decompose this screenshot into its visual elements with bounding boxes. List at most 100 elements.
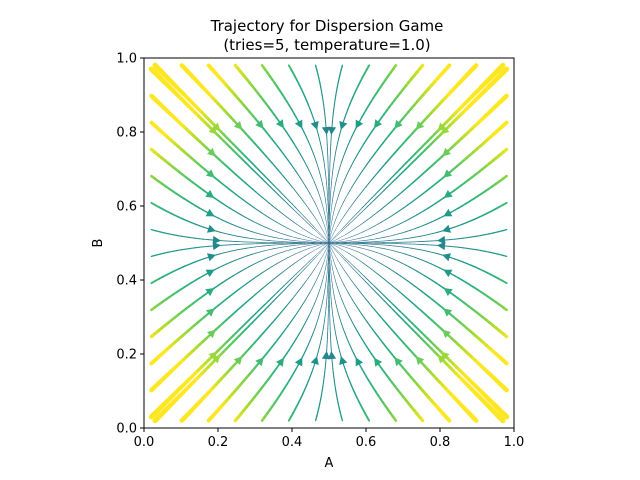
streamline-segment (290, 341, 295, 347)
streamline-segment (409, 228, 415, 231)
streamline-arrowhead (294, 357, 303, 367)
streamline-segment (255, 251, 261, 254)
streamline-segment (428, 232, 434, 235)
streamline-segment (321, 263, 324, 269)
streamline-segment (363, 317, 368, 323)
streamline-segment (358, 116, 363, 122)
streamline-segment (235, 288, 241, 293)
streamline-segment (317, 407, 320, 413)
streamline-segment (359, 222, 365, 226)
streamline-segment (335, 389, 338, 396)
streamline-segment (342, 240, 347, 242)
streamline-segment (351, 200, 356, 205)
streamline-segment (262, 284, 267, 289)
streamline-segment (411, 179, 417, 185)
streamline-segment (287, 160, 292, 165)
streamline-segment (172, 249, 178, 252)
streamline-segment (159, 252, 165, 255)
streamline-segment (241, 247, 248, 250)
streamline-segment (387, 325, 393, 331)
streamline-segment (357, 212, 362, 217)
streamline-segment (388, 268, 394, 272)
streamline-segment (434, 265, 440, 269)
streamline-segment (254, 171, 260, 177)
streamline-arrowhead (205, 269, 215, 278)
streamline-segment (374, 331, 379, 337)
streamline-segment (293, 260, 299, 264)
streamline-segment (286, 301, 290, 307)
streamline-segment (285, 249, 290, 252)
streamline-segment (402, 238, 408, 240)
streamline-segment (315, 218, 319, 224)
streamline-segment (359, 207, 363, 212)
streamline-segment (350, 96, 354, 102)
streamline-segment (379, 247, 385, 250)
streamline-segment (251, 312, 257, 318)
streamline-segment (252, 220, 258, 224)
streamline-segment (344, 306, 348, 312)
streamline-segment (287, 255, 293, 258)
streamline-segment (304, 318, 308, 324)
streamline-segment (293, 167, 297, 173)
streamline-segment (361, 313, 365, 319)
streamline-segment (244, 266, 250, 270)
streamline-segment (280, 196, 285, 201)
streamline-segment (198, 275, 205, 279)
y-axis-ticks: 0.0 0.2 0.4 0.6 0.8 1.0 (116, 52, 144, 437)
streamline-segment (462, 237, 469, 239)
streamline-segment (403, 277, 409, 282)
streamline-segment (449, 256, 455, 260)
streamline-segment (253, 207, 259, 211)
streamline-segment (310, 223, 315, 228)
streamline-segment (341, 248, 346, 252)
streamline-segment (427, 277, 433, 282)
streamline-segment (311, 332, 314, 338)
streamline-segment (286, 245, 292, 247)
streamline-segment (422, 223, 428, 227)
streamline-arrowhead (294, 119, 303, 129)
streamline-segment (351, 281, 356, 286)
streamline-segment (300, 392, 304, 398)
streamline-segment (295, 232, 301, 235)
streamline-segment (297, 258, 302, 262)
streamline-segment (369, 226, 375, 229)
streamline-segment (478, 268, 484, 272)
streamline-segment (349, 186, 353, 191)
streamline-segment (379, 236, 385, 239)
streamline-segment (256, 260, 262, 264)
streamline-segment (305, 295, 309, 300)
streamline-segment (328, 241, 338, 244)
streamline-segment (406, 247, 412, 249)
streamline-segment (265, 325, 271, 331)
streamline-segment (297, 238, 303, 240)
streamline-segment (421, 290, 427, 295)
streamline-segment (348, 221, 352, 226)
streamline-segment (350, 384, 354, 390)
streamline-segment (335, 199, 338, 204)
streamline-segment (344, 367, 347, 374)
streamline-segment (295, 310, 300, 315)
streamline-segment (381, 263, 386, 267)
streamline-segment (319, 233, 324, 237)
y-tick-label: 0.6 (116, 200, 137, 215)
streamline-segment (346, 262, 351, 266)
streamline-segment (295, 116, 300, 122)
streamline-segment (339, 218, 343, 224)
streamline-segment (283, 282, 288, 287)
streamline-segment (293, 313, 297, 319)
streamline-segment (344, 270, 348, 275)
streamline-segment (301, 268, 306, 273)
streamline-segment (304, 96, 308, 102)
streamline-segment (308, 232, 313, 235)
streamline-segment (280, 172, 285, 178)
streamline-segment (222, 263, 228, 267)
streamline-segment (401, 312, 407, 318)
streamline-segment (392, 258, 398, 262)
streamline-segment (264, 268, 270, 272)
streamline-segment (336, 244, 342, 247)
streamline-segment (251, 252, 257, 255)
streamline-segment (322, 324, 325, 331)
streamline-segment (306, 314, 310, 320)
streamline-segment (426, 261, 432, 265)
